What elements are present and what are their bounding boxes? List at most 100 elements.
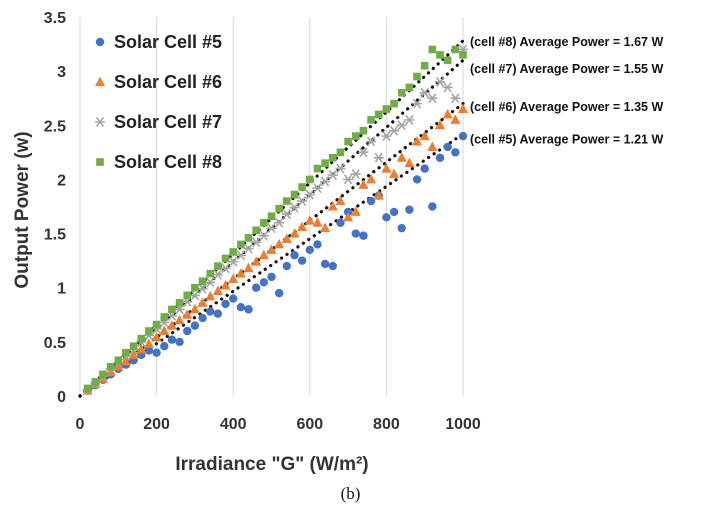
data-point-series-3 <box>343 174 354 185</box>
x-tick-label: 1000 <box>445 416 481 433</box>
data-point-series-3 <box>373 152 384 163</box>
data-point-series-1 <box>297 256 307 265</box>
legend-label: Solar Cell #5 <box>114 32 222 52</box>
data-point-series-2 <box>435 119 446 130</box>
data-point-series-1 <box>152 348 161 357</box>
figure-caption: (b) <box>340 484 361 503</box>
data-point-series-4 <box>374 110 383 119</box>
data-point-series-1 <box>213 309 223 318</box>
legend-label: Solar Cell #7 <box>114 112 222 132</box>
data-point-series-1 <box>382 213 391 222</box>
data-point-series-2 <box>350 206 361 216</box>
x-tick-label: 600 <box>296 416 323 433</box>
trendline-series-1 <box>78 132 465 398</box>
data-point-series-2 <box>373 190 384 200</box>
data-point-series-3 <box>381 131 392 142</box>
data-point-series-2 <box>327 201 338 211</box>
data-point-series-4 <box>367 116 375 124</box>
data-point-series-1 <box>244 305 253 314</box>
data-point-series-3 <box>442 82 453 93</box>
data-point-series-1 <box>389 207 399 217</box>
y-tick-label: 1 <box>57 281 66 298</box>
data-point-series-2 <box>182 309 193 319</box>
data-point-series-1 <box>183 326 192 336</box>
y-tick-label: 3.5 <box>44 10 66 27</box>
x-axis-label: Irradiance "G" (W/m²) <box>175 454 368 475</box>
data-point-series-4 <box>443 56 452 65</box>
x-tick-label: 0 <box>76 416 85 433</box>
data-point-series-1 <box>274 288 284 298</box>
data-point-series-1 <box>328 261 337 271</box>
data-point-series-1 <box>290 251 299 260</box>
data-point-series-2 <box>258 249 269 260</box>
data-point-series-2 <box>212 285 223 295</box>
data-point-series-4 <box>237 240 245 249</box>
data-point-series-4 <box>436 51 444 59</box>
data-point-series-2 <box>220 280 231 290</box>
data-point-series-4 <box>229 248 237 256</box>
data-point-series-3 <box>427 93 438 104</box>
data-point-series-2 <box>450 114 461 124</box>
data-point-series-2 <box>458 103 468 114</box>
data-point-series-2 <box>396 152 407 162</box>
data-point-series-3 <box>212 269 223 280</box>
tick-labels: 0 200 400 600 800 1000 0 0.5 1 1.5 2 2.5 3 3.5 <box>44 10 481 433</box>
data-point-series-3 <box>266 223 277 234</box>
data-point-series-3 <box>289 202 300 213</box>
data-point-series-1 <box>313 240 322 249</box>
data-point-series-3 <box>281 209 292 220</box>
data-point-series-2 <box>312 217 323 227</box>
data-point-series-2 <box>358 179 369 189</box>
data-point-series-2 <box>243 262 254 273</box>
data-point-series-1 <box>305 245 314 255</box>
data-point-series-2 <box>442 108 453 119</box>
data-point-series-2 <box>174 314 185 325</box>
data-point-series-4 <box>183 291 192 300</box>
data-point-series-2 <box>228 273 239 284</box>
data-point-series-4 <box>290 190 299 199</box>
data-point-series-4 <box>160 313 169 321</box>
data-point-series-1 <box>282 261 292 271</box>
data-point-series-1 <box>320 259 330 269</box>
annotations: (cell #8) Average Power = 1.67 W (cell #7… <box>470 35 663 146</box>
data-point-series-4 <box>83 384 92 393</box>
data-point-series-1 <box>366 196 376 206</box>
data-point-series-3 <box>366 136 377 147</box>
data-point-series-2 <box>381 163 392 173</box>
x-tick-label: 200 <box>143 416 170 433</box>
data-point-series-3 <box>235 250 246 261</box>
legend-marker-2 <box>95 76 105 86</box>
data-point-series-4 <box>313 164 322 173</box>
data-point-series-4 <box>175 299 184 307</box>
y-tick-label: 2.5 <box>44 118 66 135</box>
data-point-series-2 <box>335 195 346 206</box>
data-point-series-3 <box>450 93 461 104</box>
data-point-series-1 <box>451 148 460 157</box>
y-tick-label: 1.5 <box>44 227 66 244</box>
data-point-series-2 <box>412 136 423 146</box>
data-point-series-2 <box>419 130 430 141</box>
data-point-series-2 <box>427 141 438 151</box>
data-point-series-1 <box>458 131 468 141</box>
data-point-series-2 <box>289 228 300 238</box>
data-point-series-1 <box>412 175 422 184</box>
data-point-series-4 <box>328 153 337 162</box>
data-point-series-1 <box>198 313 207 323</box>
data-point-series-1 <box>428 202 437 211</box>
data-point-series-4 <box>359 126 368 135</box>
data-points <box>82 44 468 395</box>
data-point-series-4 <box>451 45 460 54</box>
data-point-series-3 <box>335 163 346 174</box>
data-point-series-2 <box>159 325 170 336</box>
data-point-series-1 <box>167 335 177 344</box>
data-point-series-4 <box>244 234 253 242</box>
data-point-series-3 <box>320 176 331 187</box>
data-point-series-4 <box>91 378 100 386</box>
data-point-series-4 <box>405 83 414 92</box>
data-point-series-4 <box>351 132 360 140</box>
data-point-series-4 <box>214 262 222 270</box>
gridlines <box>79 17 464 396</box>
data-point-series-3 <box>396 120 407 131</box>
legend-label: Solar Cell #8 <box>114 152 222 172</box>
data-point-series-4 <box>145 327 153 335</box>
